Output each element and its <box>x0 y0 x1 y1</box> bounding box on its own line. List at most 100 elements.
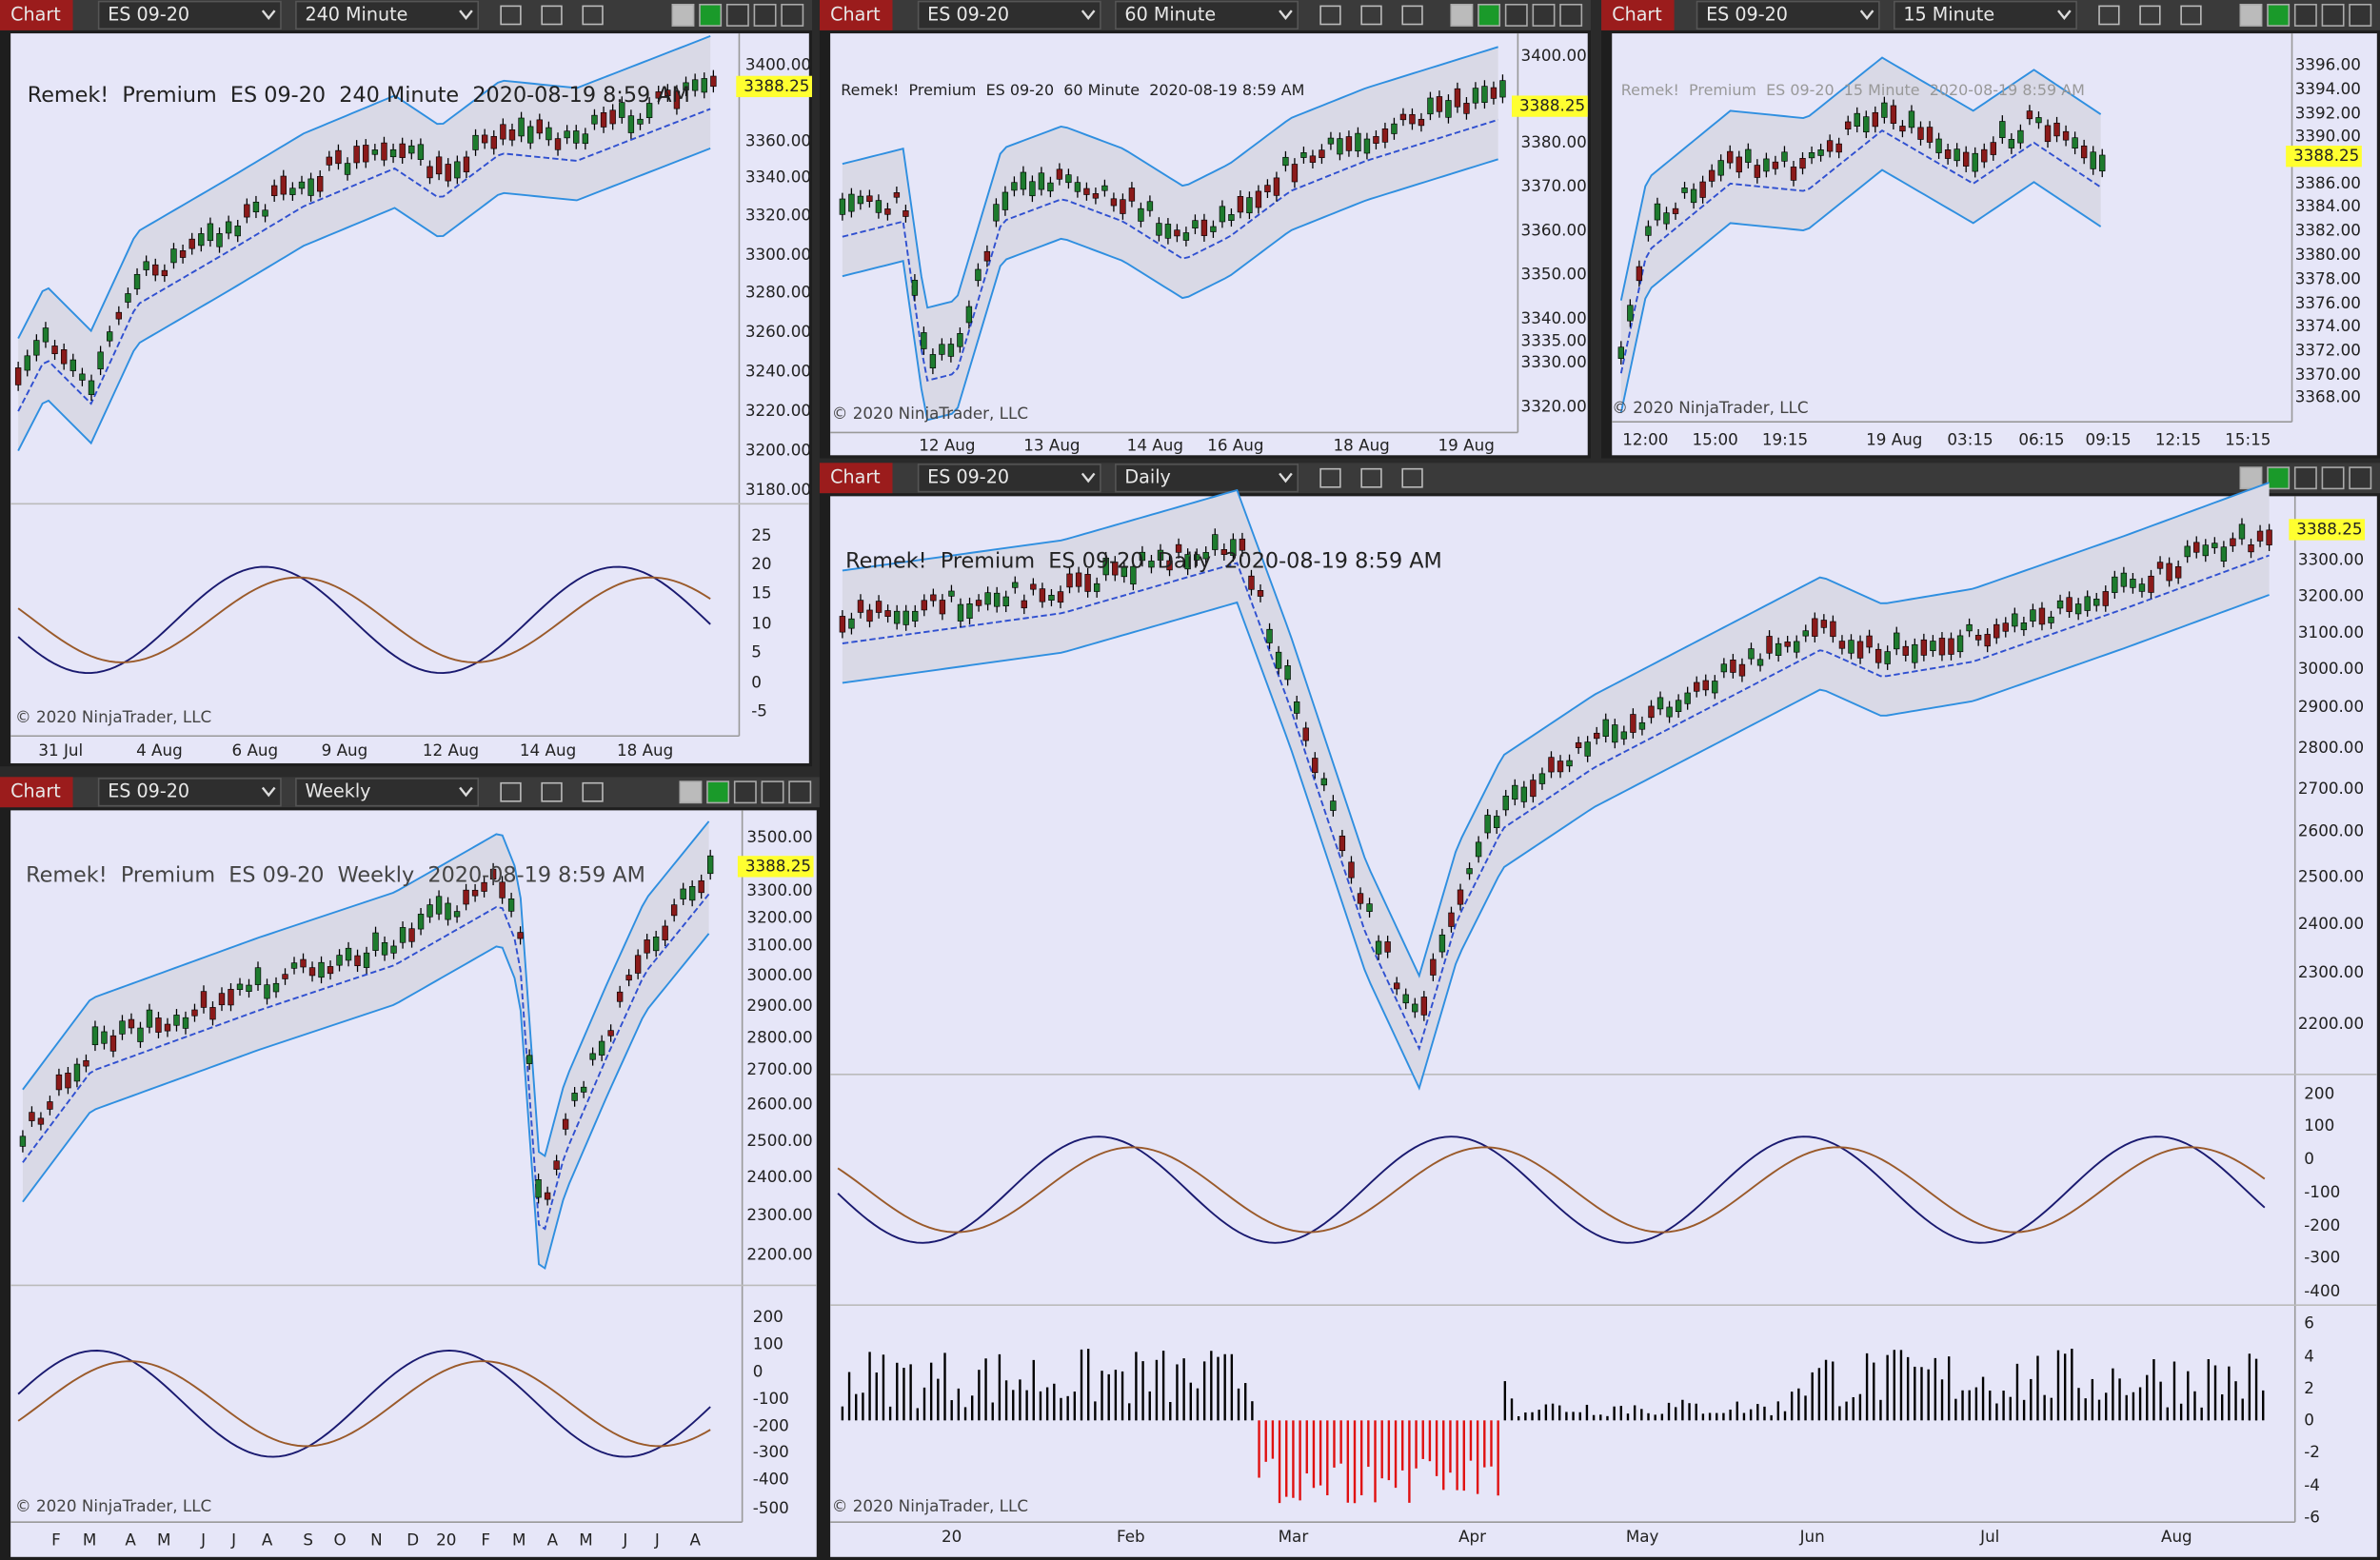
price-tick-label: 3370.00 <box>2295 365 2361 384</box>
candle-body <box>1594 732 1600 740</box>
candle-body <box>289 188 296 195</box>
candle-body <box>1300 152 1307 158</box>
toolbar-icon[interactable] <box>541 5 563 26</box>
chart-tab <box>1601 0 1675 30</box>
candle-body <box>670 904 678 917</box>
window-button[interactable] <box>671 3 695 27</box>
candle-body <box>912 610 919 622</box>
toolbar-icon[interactable] <box>2180 5 2202 26</box>
candle-body <box>308 967 316 977</box>
candle-body <box>1944 149 1952 159</box>
window-button[interactable] <box>2321 466 2345 490</box>
time-tick-label: 12:15 <box>2155 429 2201 448</box>
candle-body <box>839 616 846 633</box>
candle-body <box>902 210 909 217</box>
toolbar-icon[interactable] <box>1319 467 1341 488</box>
window-button[interactable] <box>725 3 749 27</box>
candle-body <box>591 114 598 125</box>
candle-body <box>1212 534 1219 550</box>
window-button[interactable] <box>2293 466 2317 490</box>
candle-body <box>857 195 864 205</box>
candle-body <box>1445 100 1452 118</box>
window-button[interactable] <box>679 780 703 804</box>
dropdown-arrow <box>1279 10 1293 21</box>
window-button[interactable] <box>2267 3 2291 27</box>
window-button[interactable] <box>2321 3 2345 27</box>
toolbar-icon[interactable] <box>500 781 522 802</box>
toolbar-icon[interactable] <box>500 5 522 26</box>
instrument-dropdown[interactable] <box>97 0 282 30</box>
toolbar-icon[interactable] <box>1360 467 1382 488</box>
candle-body <box>600 111 607 128</box>
window-button[interactable] <box>2239 466 2263 490</box>
toolbar-icon[interactable] <box>582 5 604 26</box>
instrument-dropdown[interactable] <box>1696 0 1880 30</box>
window-button[interactable] <box>753 3 777 27</box>
timeframe-dropdown[interactable] <box>1893 0 2077 30</box>
time-tick-label: 18 Aug <box>617 741 673 760</box>
window-button[interactable] <box>1559 3 1583 27</box>
toolbar-icon[interactable] <box>1319 5 1341 26</box>
toolbar-icon[interactable] <box>2098 5 2120 26</box>
candle-body <box>1130 565 1137 585</box>
candle-body <box>2230 538 2236 546</box>
candle-body <box>1319 149 1325 159</box>
candle-body <box>875 200 883 213</box>
histogram-tick-label: -4 <box>2304 1475 2320 1494</box>
instrument-dropdown[interactable] <box>97 778 282 807</box>
candle-body <box>236 983 244 991</box>
candle-body <box>1884 651 1891 664</box>
candle-body <box>228 989 234 1006</box>
window-button[interactable] <box>699 3 723 27</box>
window-button[interactable] <box>2349 466 2372 490</box>
candle-body <box>426 166 433 179</box>
toolbar-icon[interactable] <box>541 781 563 802</box>
candle-body <box>408 928 415 942</box>
toolbar-icon[interactable] <box>1401 467 1423 488</box>
time-tick-label: M <box>157 1530 170 1549</box>
toolbar-icon[interactable] <box>582 781 604 802</box>
price-tick-label: 3500.00 <box>746 827 812 846</box>
toolbar-icon[interactable] <box>1360 5 1382 26</box>
window-button[interactable] <box>1504 3 1528 27</box>
candle-body <box>518 117 525 137</box>
candle-body <box>2138 583 2146 592</box>
window-button[interactable] <box>1532 3 1556 27</box>
candle-body <box>1848 640 1854 654</box>
price-tick-label: 3320.00 <box>1521 396 1587 415</box>
window-button[interactable] <box>1450 3 1474 27</box>
timeframe-dropdown[interactable] <box>295 778 480 807</box>
toolbar-icon[interactable] <box>1401 5 1423 26</box>
candle-body <box>839 198 846 215</box>
candle-body <box>993 204 1000 222</box>
chart-overlay-text: Remek! Premium ES 09-20 60 Minute 2020-0… <box>841 81 1304 99</box>
time-tick-label: M <box>83 1530 96 1549</box>
candle-body <box>490 135 497 149</box>
candle-body <box>1681 188 1688 193</box>
window-button[interactable] <box>781 3 804 27</box>
band-fill <box>1620 57 2101 413</box>
candle-body <box>326 156 333 166</box>
candle-body <box>1412 1003 1418 1013</box>
instrument-dropdown[interactable] <box>917 0 1101 30</box>
window-button[interactable] <box>788 780 812 804</box>
window-button[interactable] <box>733 780 757 804</box>
window-button[interactable] <box>706 780 730 804</box>
candle-body <box>1375 940 1382 955</box>
window-button[interactable] <box>2267 466 2291 490</box>
window-button[interactable] <box>2349 3 2372 27</box>
window-button[interactable] <box>2293 3 2317 27</box>
candle-body <box>1856 641 1864 659</box>
candle-body <box>1799 158 1806 169</box>
toolbar-icon[interactable] <box>2139 5 2161 26</box>
timeframe-dropdown[interactable] <box>295 0 480 30</box>
instrument-dropdown[interactable] <box>917 464 1101 493</box>
price-tick-label: 3386.00 <box>2295 173 2361 192</box>
window-button[interactable] <box>2239 3 2263 27</box>
timeframe-dropdown[interactable] <box>1115 464 1299 493</box>
window-button[interactable] <box>1478 3 1501 27</box>
candle-body <box>254 967 262 985</box>
candle-body <box>2156 562 2164 569</box>
timeframe-dropdown[interactable] <box>1115 0 1299 30</box>
window-button[interactable] <box>761 780 784 804</box>
